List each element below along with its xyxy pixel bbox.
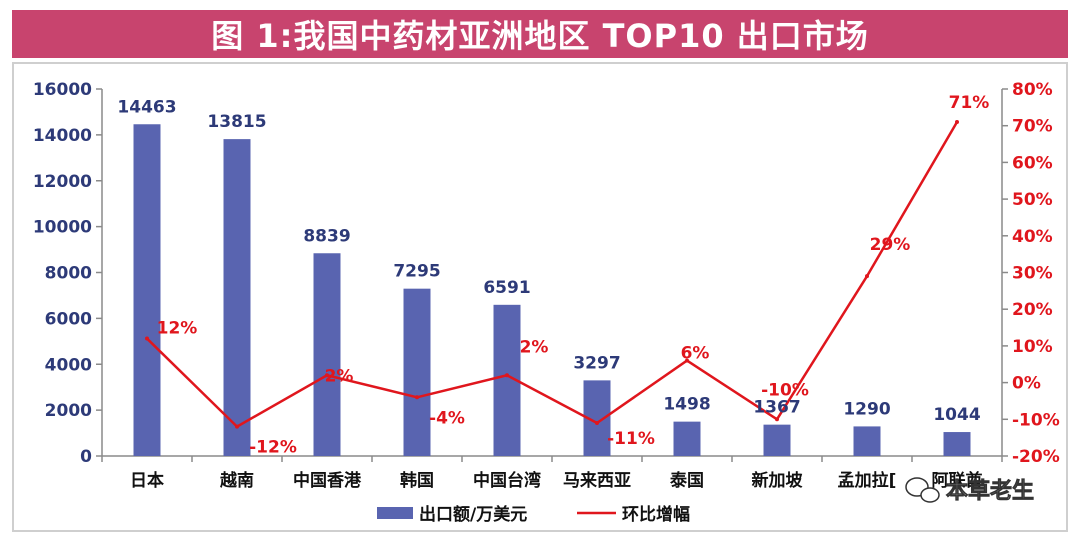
bar: [763, 424, 791, 456]
chart-frame: 0 2000 4000 6000 8000 10000 12000 14000 16000 -20…: [12, 62, 1068, 532]
line-value-label: -11%: [607, 429, 655, 449]
line-point: [955, 120, 959, 125]
bar-value-label: 8839: [303, 226, 350, 246]
wechat-icon-bubble-small: [920, 487, 940, 503]
y-tick-label-left: 4000: [45, 355, 92, 375]
y-tick-label-left: 16000: [33, 80, 92, 100]
x-tick-label: 日本: [130, 470, 164, 491]
bar: [853, 426, 881, 456]
bar-value-label: 6591: [483, 278, 530, 298]
line-point: [775, 417, 779, 422]
legend: 出口额/万美元 环比增幅: [377, 504, 690, 525]
y-tick-label-left: 2000: [45, 401, 92, 421]
watermark-text: 本草老生: [946, 478, 1034, 504]
y-tick-label-left: 10000: [33, 218, 92, 238]
wechat-icon: [905, 477, 940, 503]
bar: [133, 124, 161, 456]
line-point: [685, 358, 689, 363]
line-point: [415, 395, 419, 400]
line-value-label: 6%: [681, 344, 710, 364]
y-tick-label-right: 60%: [1012, 153, 1053, 173]
y-tick-label-right: -20%: [1012, 447, 1060, 467]
y-tick-label-left: 12000: [33, 172, 92, 192]
legend-label-bar: 出口额/万美元: [419, 504, 527, 525]
bar-value-label: 1367: [753, 398, 800, 418]
bar: [403, 288, 431, 456]
y-tick-label-left: 0: [80, 447, 92, 467]
y-tick-label-right: 40%: [1012, 227, 1053, 247]
line-point: [235, 424, 239, 429]
x-tick-label: 中国香港: [293, 470, 362, 491]
chart-title: 图 1:我国中药材亚洲地区 TOP10 出口市场: [12, 10, 1068, 58]
y-tick-label-right: 70%: [1012, 117, 1053, 137]
y-tick-label-right: 80%: [1012, 80, 1053, 100]
line-value-label: -10%: [761, 380, 809, 400]
x-tick-label: 泰国: [670, 470, 704, 491]
bar-value-label: 7295: [393, 262, 440, 282]
y-tick-label-right: -10%: [1012, 410, 1060, 430]
line-point: [595, 420, 599, 425]
line-value-label: -12%: [249, 438, 297, 458]
line-value-label: 2%: [520, 337, 549, 357]
line-point: [325, 373, 329, 378]
y-tick-label-right: 10%: [1012, 337, 1053, 357]
x-tick-label: 韩国: [400, 470, 434, 491]
bar: [223, 139, 251, 456]
x-tick-label: 阿联酋: [932, 470, 983, 491]
y-tick-label-right: 20%: [1012, 300, 1053, 320]
line-value-label: -4%: [429, 408, 465, 428]
x-tick-label: 孟加拉[: [838, 470, 897, 491]
line-value-label: 29%: [870, 235, 911, 255]
x-tick-label: 中国台湾: [473, 470, 541, 491]
x-tick-label: 新加坡: [752, 470, 803, 491]
bar-value-label: 1290: [843, 399, 890, 419]
y-tick-label-right: 30%: [1012, 264, 1053, 284]
x-tick-label: 越南: [219, 470, 254, 491]
legend-swatch-bar: [377, 507, 413, 519]
legend-label-line: 环比增幅: [622, 504, 690, 525]
y-tick-label-left: 6000: [45, 309, 92, 329]
bar-value-label: 3297: [573, 353, 620, 373]
line-value-label: 12%: [157, 319, 198, 339]
line-point: [145, 336, 149, 341]
line-value-label: 71%: [949, 93, 990, 113]
line-point: [505, 373, 509, 378]
line-layer: [145, 120, 959, 429]
y-tick-label-left: 8000: [45, 264, 92, 284]
bar-value-label: 13815: [207, 112, 266, 132]
y-tick-label-right: 0%: [1012, 374, 1041, 394]
labels-layer: 日本 越南 中国香港 韩国 中国台湾 马来西亚 泰国 新加坡 孟加拉[ 阿联酋 14463 13815…: [117, 93, 989, 491]
growth-line: [146, 121, 959, 428]
line-value-label: 2%: [325, 366, 354, 386]
y-tick-label-right: 50%: [1012, 190, 1053, 210]
x-tick-label: 马来西亚: [563, 470, 631, 491]
axes-layer: 0 2000 4000 6000 8000 10000 12000 14000 16000 -20…: [33, 80, 1060, 467]
bar: [943, 432, 971, 456]
bar-value-label: 1498: [663, 395, 710, 415]
bar-value-label: 1044: [933, 405, 980, 425]
bars-layer: [133, 124, 971, 456]
bar: [673, 421, 701, 456]
chart-canvas: 0 2000 4000 6000 8000 10000 12000 14000 16000 -20…: [33, 80, 1060, 525]
watermark: 本草老生: [905, 477, 1034, 504]
bar-value-label: 14463: [117, 97, 176, 117]
y-tick-label-left: 14000: [33, 126, 92, 146]
bar: [313, 253, 341, 456]
line-point: [865, 274, 869, 279]
